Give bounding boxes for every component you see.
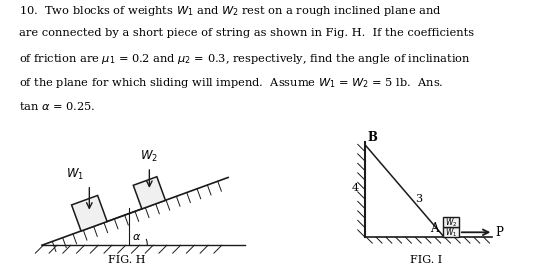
Bar xyxy=(443,217,459,227)
Bar xyxy=(443,227,459,237)
Text: of friction are $\mu_1$ = 0.2 and $\mu_2$ = 0.3, respectively, find the angle of: of friction are $\mu_1$ = 0.2 and $\mu_2… xyxy=(19,52,471,66)
Text: $W_2$: $W_2$ xyxy=(140,149,158,164)
Text: $\alpha$: $\alpha$ xyxy=(132,232,141,242)
Polygon shape xyxy=(72,196,107,231)
Text: 3: 3 xyxy=(416,194,423,204)
Text: FIG. I: FIG. I xyxy=(410,255,442,265)
Text: $W_1$: $W_1$ xyxy=(445,226,457,239)
Text: P: P xyxy=(495,226,503,239)
Text: $W_1$: $W_1$ xyxy=(66,167,84,182)
Text: 4: 4 xyxy=(352,183,359,193)
Text: B: B xyxy=(367,130,377,144)
Text: $W_2$: $W_2$ xyxy=(445,216,457,228)
Text: are connected by a short piece of string as shown in Fig. H.  If the coefficient: are connected by a short piece of string… xyxy=(19,28,474,38)
Text: 10.  Two blocks of weights $W_1$ and $W_2$ rest on a rough inclined plane and: 10. Two blocks of weights $W_1$ and $W_2… xyxy=(19,4,442,18)
Text: FIG. H: FIG. H xyxy=(108,255,145,265)
Polygon shape xyxy=(133,177,165,209)
Text: tan $\alpha$ = 0.25.: tan $\alpha$ = 0.25. xyxy=(19,100,96,112)
Text: of the plane for which sliding will impend.  Assume $W_1$ = $W_2$ = 5 lb.  Ans.: of the plane for which sliding will impe… xyxy=(19,76,444,90)
Text: A: A xyxy=(430,222,438,235)
